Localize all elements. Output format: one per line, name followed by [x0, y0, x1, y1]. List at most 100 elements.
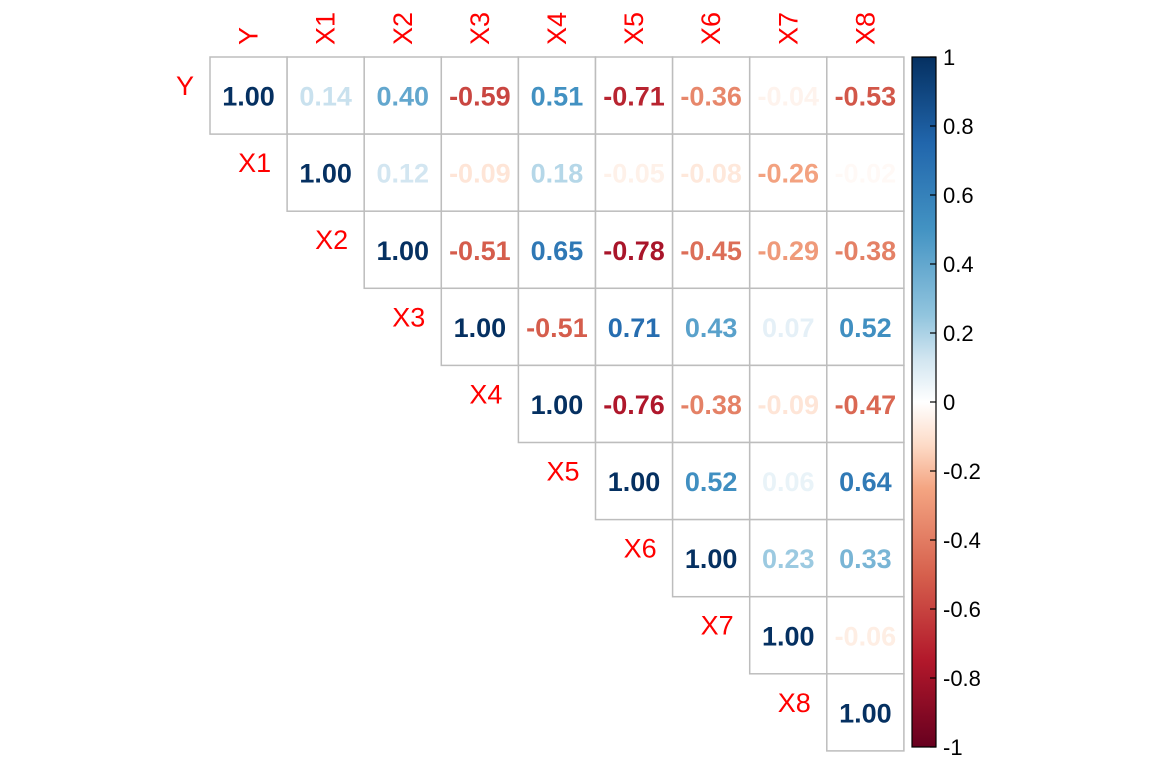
- column-label-y: Y: [234, 27, 264, 45]
- row-label-x6: X6: [624, 534, 657, 564]
- value-label-x2-x3: -0.51: [449, 236, 511, 266]
- colorbar-tick-label: -1: [943, 735, 963, 760]
- value-label-x2-x8: -0.38: [835, 236, 897, 266]
- correlation-cells: 1.00 0.14 0.40 -0.59 0.51 -0.71 -0.36 -0.04 -0.5…: [209, 56, 905, 752]
- column-label-x5: X5: [619, 12, 649, 45]
- cell-x3-x5: [594, 287, 674, 367]
- cell-y-x5: [594, 56, 674, 135]
- value-label-x6-x8: 0.33: [839, 544, 892, 574]
- colorbar-tick-label: 1: [943, 45, 955, 70]
- value-label-x3-x5: 0.71: [608, 313, 661, 343]
- cell-x1-x8: [826, 133, 905, 212]
- value-label-x4-x8: -0.47: [835, 390, 897, 420]
- value-label-x2-x5: -0.78: [603, 236, 665, 266]
- cell-x2-x5: [594, 210, 674, 290]
- row-label-x4: X4: [469, 379, 502, 409]
- column-label-x4: X4: [542, 12, 572, 45]
- value-label-y-x4: 0.51: [531, 82, 584, 112]
- value-label-x1-x8: -0.02: [835, 159, 897, 189]
- value-label-x4-x5: -0.76: [603, 390, 665, 420]
- cell-x7-x8: [826, 595, 905, 675]
- value-label-x1-x1: 1.00: [299, 159, 352, 189]
- value-label-y-x3: -0.59: [449, 82, 511, 112]
- cell-x5-x5: [594, 441, 674, 521]
- value-label-y-x2: 0.40: [376, 82, 429, 112]
- cell-x8-x8: [826, 673, 905, 752]
- row-label-x5: X5: [546, 457, 579, 487]
- cell-x3-x8: [826, 287, 905, 367]
- value-label-x5-x6: 0.52: [685, 467, 738, 497]
- colorbar-legend: 1 0.8 0.6 0.4 0.2 0 -0.2 -0.4 -0.6 -0.8 -1: [911, 45, 981, 760]
- colorbar-tick-label: 0: [943, 390, 955, 415]
- colorbar-tick-label: -0.6: [943, 597, 981, 622]
- value-label-x8-x8: 1.00: [839, 698, 892, 728]
- value-label-x1-x4: 0.18: [531, 159, 584, 189]
- value-label-x5-x5: 1.00: [608, 467, 661, 497]
- value-label-x3-x6: 0.43: [685, 313, 738, 343]
- row-label-x3: X3: [392, 302, 425, 332]
- row-labels: Y X1 X2 X3 X4 X5 X6 X7 X8: [176, 71, 811, 718]
- value-label-x1-x6: -0.08: [680, 159, 742, 189]
- value-label-x3-x7: 0.07: [762, 313, 815, 343]
- value-label-x5-x8: 0.64: [839, 467, 892, 497]
- value-label-x6-x7: 0.23: [762, 544, 815, 574]
- column-label-x6: X6: [696, 12, 726, 45]
- value-label-y-x7: -0.04: [757, 82, 819, 112]
- row-label-x8: X8: [778, 688, 811, 718]
- value-label-x6-x6: 1.00: [685, 544, 738, 574]
- cell-x3-x6: [671, 287, 751, 367]
- value-label-x1-x5: -0.05: [603, 159, 665, 189]
- value-label-y-x1: 0.14: [299, 82, 352, 112]
- value-label-x4-x7: -0.09: [757, 390, 819, 420]
- value-label-x3-x8: 0.52: [839, 313, 892, 343]
- cell-x3-x7: [748, 287, 828, 367]
- cell-x4-x4: [517, 364, 597, 444]
- colorbar-tick-label: -0.2: [943, 459, 981, 484]
- cell-x1-x7: [748, 133, 828, 212]
- cell-x1-x5: [594, 133, 674, 212]
- cell-x2-x8: [826, 210, 905, 290]
- value-label-x2-x7: -0.29: [757, 236, 819, 266]
- cell-x2-x3: [440, 210, 520, 290]
- value-label-x4-x4: 1.00: [531, 390, 584, 420]
- colorbar-tick-label: 0.2: [943, 321, 974, 346]
- colorbar-tick-label: -0.4: [943, 528, 981, 553]
- column-label-x2: X2: [388, 12, 418, 45]
- row-label-y: Y: [176, 71, 194, 101]
- cell-y-x2: [363, 56, 443, 135]
- value-label-y-y: 1.00: [222, 82, 275, 112]
- value-label-x7-x7: 1.00: [762, 621, 815, 651]
- column-label-x8: X8: [850, 12, 880, 45]
- value-label-y-x5: -0.71: [603, 82, 665, 112]
- cell-x5-x8: [826, 441, 905, 521]
- cell-y-x1: [286, 56, 365, 135]
- value-label-x3-x3: 1.00: [454, 313, 507, 343]
- value-label-x7-x8: -0.06: [835, 621, 897, 651]
- value-label-x2-x4: 0.65: [531, 236, 584, 266]
- colorbar-tick-label: 0.4: [943, 252, 974, 277]
- cell-x6-x8: [826, 518, 905, 598]
- cell-x7-x7: [748, 595, 828, 675]
- value-label-x1-x3: -0.09: [449, 159, 511, 189]
- colorbar-tick-label: 0.6: [943, 183, 974, 208]
- column-labels: Y X1 X2 X3 X4 X5 X6 X7 X8: [234, 12, 881, 45]
- colorbar-tick-label: -0.8: [943, 666, 981, 691]
- cell-x2-x6: [671, 210, 751, 290]
- cell-x6-x6: [671, 518, 751, 598]
- column-label-x3: X3: [465, 12, 495, 45]
- value-label-x2-x2: 1.00: [376, 236, 429, 266]
- cell-x2-x7: [748, 210, 828, 290]
- row-label-x7: X7: [701, 611, 734, 641]
- cell-x2-x2: [363, 210, 443, 290]
- column-label-x7: X7: [773, 12, 803, 45]
- value-label-x1-x7: -0.26: [757, 159, 819, 189]
- column-label-x1: X1: [311, 12, 341, 45]
- cell-x1-x3: [440, 133, 520, 212]
- value-label-x5-x7: 0.06: [762, 467, 815, 497]
- cell-x1-x1: [286, 133, 365, 212]
- value-label-x4-x6: -0.38: [680, 390, 742, 420]
- cell-y-y: [209, 56, 288, 135]
- row-label-x2: X2: [315, 225, 348, 255]
- cell-x5-x6: [671, 441, 751, 521]
